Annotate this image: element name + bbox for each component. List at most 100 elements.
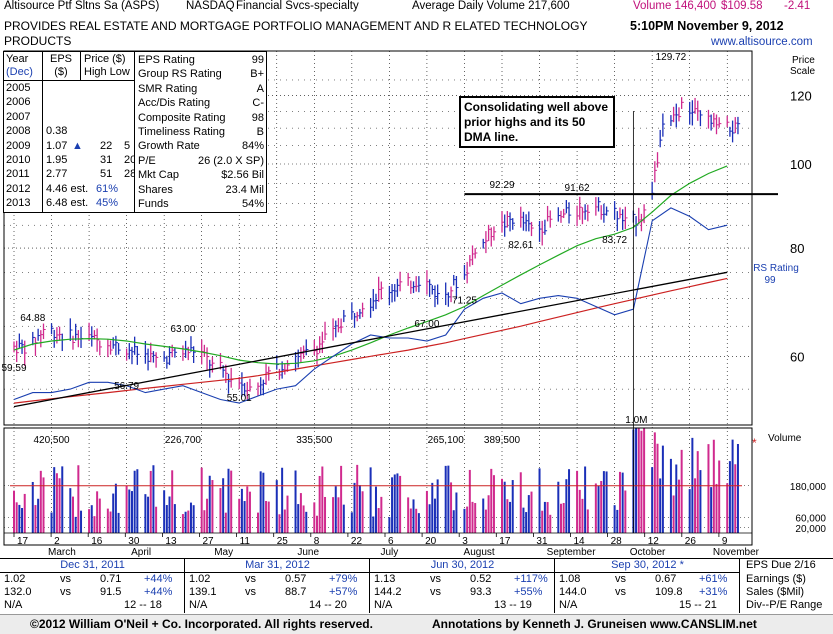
rating-value: 26 (2.0 X SP) [197, 154, 264, 167]
volume-label: 226,700 [165, 435, 202, 446]
annual-year: 2012 [6, 182, 31, 195]
price-label: 64.88 [20, 313, 45, 324]
rating-label: Shares [138, 183, 173, 196]
rating-value: C- [252, 97, 264, 110]
volume-today: Volume 146,400 [633, 0, 717, 12]
price-scale-title-2: Scale [790, 66, 815, 77]
quarter-column: Sep 30, 2012 * 1.08 vs 0.67 +61% 144.0 vs 109.8… [555, 558, 740, 613]
x-day-label: 9 [722, 536, 728, 547]
rating-label: Mkt Cap [138, 169, 179, 182]
volume-label: 420,500 [33, 435, 70, 446]
volume-tick-label: 60,000 [795, 513, 826, 524]
rating-row: Mkt Cap $2.56 Bil [138, 168, 264, 182]
x-day-label: 13 [165, 536, 177, 547]
x-day-label: 3 [462, 536, 468, 547]
price-label: 67.00 [414, 319, 439, 330]
quarter-cell: 88.7 [285, 586, 307, 598]
rating-label: EPS Rating [138, 54, 195, 66]
rating-row: P/E 26 (2.0 X SP) [138, 154, 264, 168]
quarter-period: Jun 30, 2012 [430, 559, 495, 571]
quarter-period: Sep 30, 2012 [611, 559, 677, 571]
x-day-label: 25 [277, 536, 289, 547]
annual-low: 28 [124, 168, 137, 181]
quarter-cell: 0.57 [285, 573, 307, 585]
x-day-label: 2 [54, 536, 60, 547]
price-label: 63.00 [170, 324, 195, 335]
annual-eps: 2.77 [46, 168, 68, 181]
price-tick-label: 80 [790, 241, 804, 256]
rating-row: Timeliness Rating B [138, 125, 264, 139]
indicator-lines [10, 111, 778, 533]
ma200-line [13, 277, 728, 404]
last-price: $109.58 [721, 0, 763, 12]
annual-year: 2009 [6, 139, 31, 152]
x-month-label: July [380, 547, 398, 558]
quarter-cell: +44% [144, 573, 173, 585]
annotation-credit: Annotations by Kenneth J. Gruneisen www.… [432, 617, 757, 631]
annual-year: 2013 [6, 197, 31, 210]
header-eps: EPS ($) [46, 53, 76, 79]
eps-due: EPS Due 2/16 [746, 559, 816, 571]
header-price-1: Price ($) [84, 53, 126, 65]
annual-row: 2007 [4, 110, 135, 124]
volume-bars [13, 428, 739, 533]
description-line2: PRODUCTS [4, 34, 72, 48]
rating-label: SMR Rating [138, 82, 198, 95]
x-day-label: 22 [351, 536, 363, 547]
quarter-cell: N/A [374, 599, 393, 611]
quarter-row-label: Sales ($Mil) [746, 586, 805, 598]
quarter-cell: 0.71 [100, 573, 122, 585]
annual-year: 2007 [6, 110, 31, 123]
volume-tick-label: 20,000 [795, 524, 826, 535]
rating-label: Timeliness Rating [138, 125, 226, 138]
annual-row: 2008 0.38 [4, 124, 135, 138]
annual-row: 2010 1.95 31 20 [4, 153, 136, 167]
quarter-cell: 109.8 [655, 586, 683, 598]
ma50-line [13, 165, 728, 365]
quarter-cell: 144.2 [374, 586, 402, 598]
quarter-cell: 1.08 [559, 573, 581, 585]
copyright: ©2012 William O'Neil + Co. Incorporated.… [30, 617, 373, 631]
header-eps-2: ($) [54, 66, 68, 78]
rating-row: Composite Rating 98 [138, 111, 264, 125]
annual-table: Year (Dec) EPS ($) Price ($) High Low 20… [3, 51, 136, 213]
x-month-label: June [297, 547, 319, 558]
price-tick-label: 120 [790, 88, 812, 103]
quarter-row-label: Earnings ($) [746, 573, 806, 585]
rating-row: Acc/Dis Rating C- [138, 96, 264, 110]
website-link[interactable]: www.altisource.com [711, 36, 813, 48]
rating-value: $2.56 Bil [221, 169, 264, 182]
price-change: -2.41 [784, 0, 811, 12]
annual-mark: ▲ [72, 139, 83, 152]
quarter-cell: 15 -- 21 [679, 599, 717, 611]
rating-value: 54% [241, 197, 264, 210]
rs-rating-label: RS Rating [753, 263, 799, 274]
quarterly-table: Dec 31, 2011 1.02 vs 0.71 +44% 132.0 vs 91.5 +44… [0, 558, 833, 613]
quarter-period: Mar 31, 2012 [245, 559, 310, 571]
rating-row: Growth Rate 84% [138, 139, 264, 153]
header-price: Price ($) High Low [84, 53, 130, 79]
rs-line [13, 207, 728, 404]
annual-row: 2009 1.07 ▲ 22 5 [4, 139, 135, 153]
volume-tick-label: 180,000 [790, 482, 827, 493]
rating-label: P/E [138, 154, 156, 167]
quarter-cell: +55% [514, 586, 543, 598]
rating-row: EPS Rating 99 [138, 53, 264, 67]
x-day-label: 14 [574, 536, 586, 547]
quarter-side-labels: EPS Due 2/16 Earnings ($) Sales ($Mil) Div-… [740, 558, 833, 613]
rating-label: Composite Rating [138, 111, 226, 124]
quarter-cell: vs [60, 586, 71, 598]
quarter-cell: 12 -- 18 [124, 599, 162, 611]
x-day-label: 11 [240, 536, 251, 547]
rating-value: 98 [251, 111, 264, 124]
quarter-cell: 0.52 [470, 573, 492, 585]
x-day-label: 17 [17, 536, 29, 547]
header-eps-1: EPS [49, 53, 72, 65]
annual-year: 2011 [6, 168, 30, 181]
datetime: 5:10PM November 9, 2012 [630, 19, 784, 33]
annual-mark: 61% [96, 182, 119, 195]
annual-row: 2006 [4, 95, 135, 109]
quarter-cell: 0.67 [655, 573, 677, 585]
quarter-column: Jun 30, 2012 1.13 vs 0.52 +117% 144.2 vs 93.3 +5… [370, 558, 555, 613]
